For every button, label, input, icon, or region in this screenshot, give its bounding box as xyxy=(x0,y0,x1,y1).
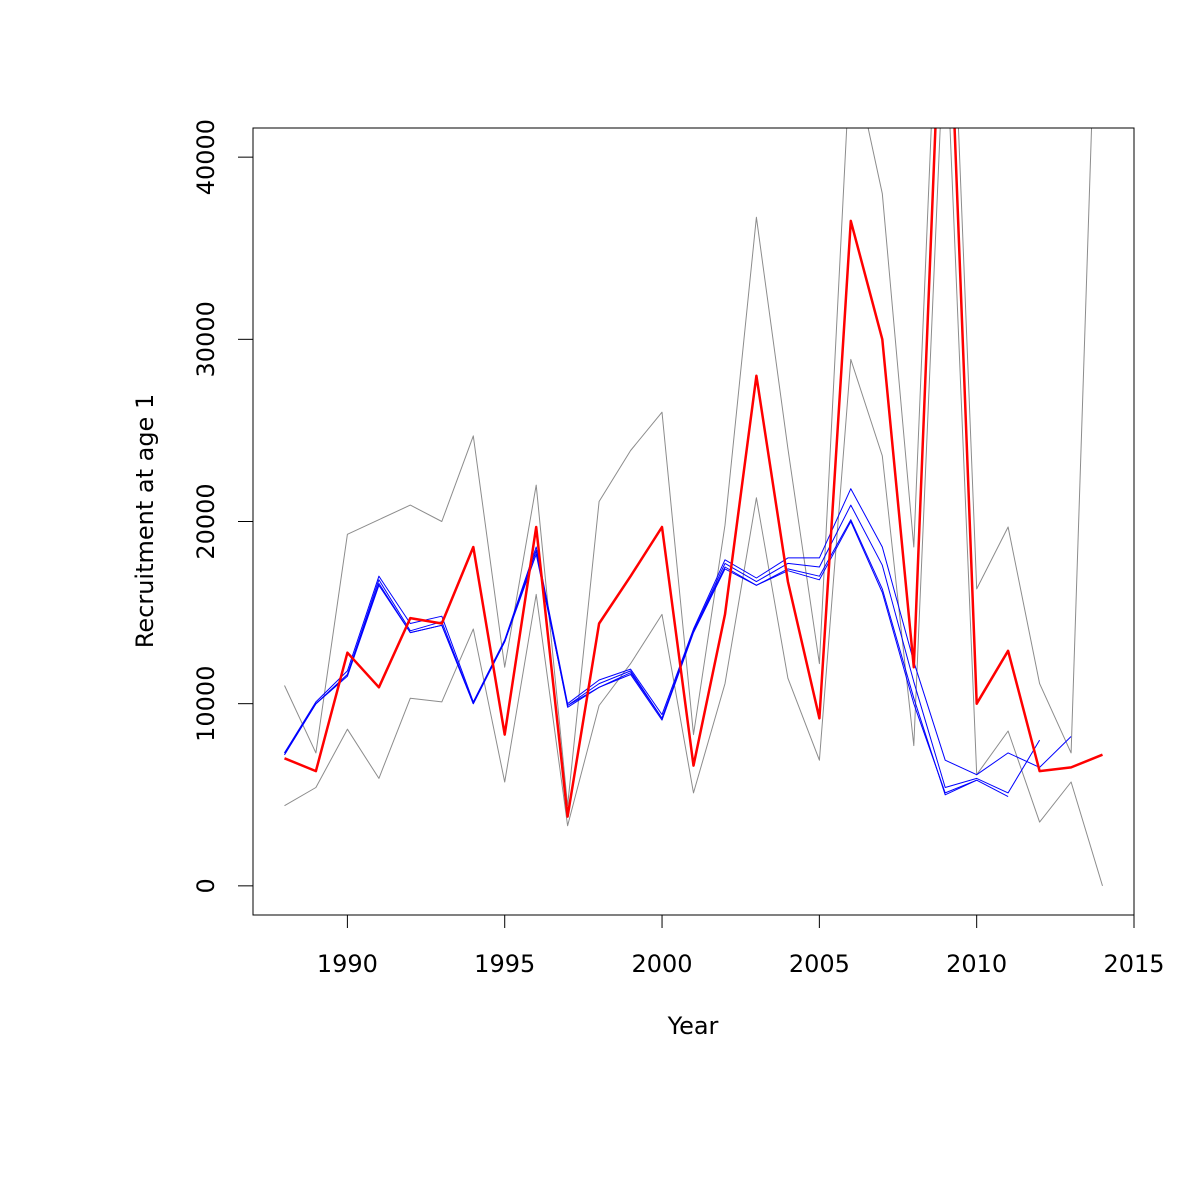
series-layer xyxy=(284,128,1103,887)
series-line-retrospective-3 xyxy=(284,488,1072,776)
x-tick-label: 2000 xyxy=(631,950,692,978)
x-tick-label: 1990 xyxy=(317,950,378,978)
series-line-estimate-0 xyxy=(284,128,1103,818)
series-line-bounds-2 xyxy=(284,128,1093,807)
plot-frame xyxy=(252,127,1135,916)
x-tick-label: 2010 xyxy=(946,950,1007,978)
x-tick-label: 1995 xyxy=(474,950,535,978)
series-line-bounds-1 xyxy=(284,128,1103,887)
series-line-retrospective-4 xyxy=(284,504,1041,794)
y-tick-label: 10000 xyxy=(192,666,220,742)
y-tick-label: 20000 xyxy=(192,483,220,559)
x-axis-title: Year xyxy=(667,1012,719,1040)
x-tick-label: 2015 xyxy=(1103,950,1164,978)
y-tick-label: 40000 xyxy=(192,119,220,195)
y-tick-label: 0 xyxy=(192,878,220,893)
y-tick-label: 30000 xyxy=(192,301,220,377)
x-tick-label: 2005 xyxy=(789,950,850,978)
x-axis: 1990 1995 2000 2005 2010 2015 xyxy=(317,914,1165,978)
y-axis-title: Recruitment at age 1 xyxy=(131,394,159,648)
series-line-retrospective-6 xyxy=(284,521,977,794)
y-axis: 0 10000 20000 30000 40000 xyxy=(192,119,254,894)
